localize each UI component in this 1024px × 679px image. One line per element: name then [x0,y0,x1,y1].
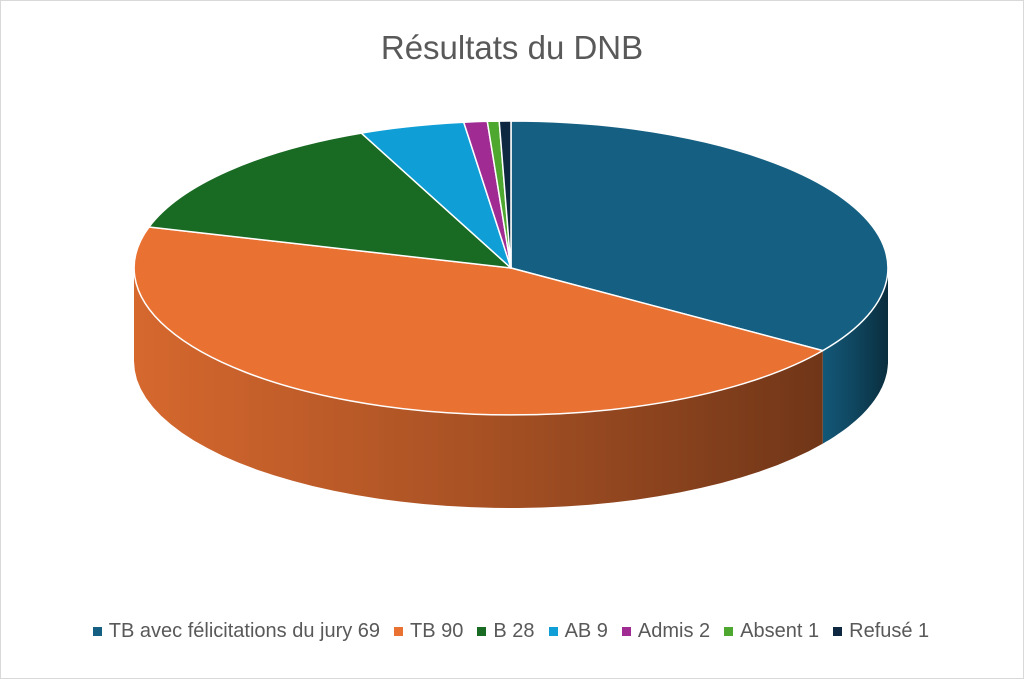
legend-item: TB avec félicitations du jury 69 [92,620,381,643]
legend: TB avec félicitations du jury 69 TB 90 B 2… [1,620,1023,643]
chart-title: Résultats du DNB [380,29,644,66]
legend-label: Refusé 1 [849,620,930,642]
pie-slice-tb-avec-f-licitations-du-jury[interactable] [510,120,889,352]
legend-swatch [92,627,102,636]
pie-slice-tb[interactable] [133,226,824,416]
pie-slice-refus-[interactable] [498,120,512,269]
legend-item: Absent 1 [724,620,819,643]
legend-label: AB 9 [564,620,608,642]
legend-swatch [833,627,843,636]
legend-label: Absent 1 [740,620,820,642]
legend-swatch [548,627,558,636]
pie-side-tb [134,268,823,508]
legend-label: TB 90 [410,620,464,642]
legend-item: TB 90 [394,620,463,643]
legend-item: AB 9 [548,620,608,643]
legend-swatch [724,627,734,636]
legend-label: Admis 2 [637,620,711,642]
legend-item: Admis 2 [621,620,711,643]
pie-slice-b[interactable] [148,132,512,269]
legend-item: Refusé 1 [833,620,929,643]
legend-label: B 28 [493,620,535,642]
legend-label: TB avec félicitations du jury 69 [108,620,381,642]
legend-swatch [477,627,487,636]
legend-swatch [394,627,404,636]
legend-swatch [621,627,631,636]
legend-item: B 28 [477,620,535,643]
